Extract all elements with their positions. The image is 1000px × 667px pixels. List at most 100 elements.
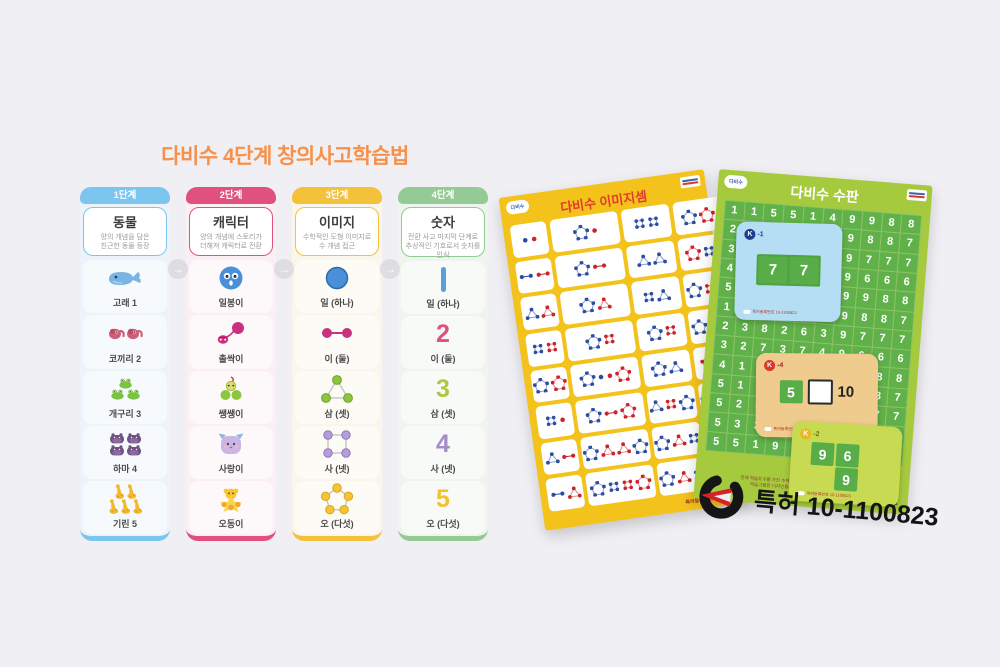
item-cell: 2 이 (둘) bbox=[401, 316, 485, 369]
item-cell: 일봉이 bbox=[189, 260, 273, 314]
stage-tab: 2단계 bbox=[186, 187, 276, 204]
patent-stamp-icon bbox=[699, 474, 744, 519]
figure-card bbox=[559, 283, 632, 326]
number-cell: 3 bbox=[713, 335, 734, 356]
concept-desc: 양의 개념에 스토리가 더해져 캐릭터로 전환 bbox=[200, 234, 262, 251]
num-icon: 2 bbox=[436, 319, 450, 348]
arrow-icon: → bbox=[274, 259, 294, 279]
number-cell: 7 bbox=[852, 327, 873, 347]
concept-desc: 양의 개념을 담은 친근한 동물 등장 bbox=[100, 234, 150, 251]
number-cell: 2 bbox=[715, 316, 736, 336]
item-label: 일 (하나) bbox=[426, 299, 460, 309]
item-cell: 삼 (셋) bbox=[295, 370, 379, 424]
concept-card: 동물 양의 개념을 담은 친근한 동물 등장 bbox=[83, 207, 167, 257]
shape2-icon bbox=[320, 315, 354, 351]
number-cell: 8 bbox=[901, 214, 922, 235]
item-label: 고래 1 bbox=[112, 298, 138, 309]
item-label: 일봉이 bbox=[218, 298, 244, 309]
number-cell: 9 bbox=[839, 248, 860, 269]
number-cell: 7 bbox=[899, 233, 920, 254]
figure-card bbox=[569, 355, 642, 398]
number-cell: 7 bbox=[872, 328, 893, 349]
item-cell: 오 (다섯) bbox=[295, 480, 379, 534]
number-cell: 9 bbox=[840, 229, 861, 249]
activity-card-k1: K -1 7 7 특허등록번호 10-1100823 bbox=[734, 221, 843, 323]
item-cell: 개구리 3 bbox=[83, 370, 167, 424]
number-cell: 3 bbox=[727, 413, 748, 434]
char4-icon bbox=[217, 426, 245, 462]
number-cell: 7 bbox=[892, 330, 913, 350]
item-cell: 사랑이 bbox=[189, 425, 273, 479]
item-label: 이 (둘) bbox=[430, 354, 456, 364]
number-cell: 8 bbox=[754, 319, 775, 340]
number-cell: 1 bbox=[744, 202, 765, 222]
level-badge-icon: K bbox=[764, 360, 776, 372]
number-cell: 8 bbox=[879, 232, 901, 253]
figure-card bbox=[564, 319, 637, 362]
item-cell: 일 (하나) bbox=[295, 260, 379, 314]
item-label: 삼 (셋) bbox=[430, 409, 456, 419]
concept-card: 캐릭터 양의 개념에 스토리가 더해져 캐릭터로 전환 bbox=[189, 207, 273, 257]
patent-mark: 특허 10-1100823 bbox=[691, 466, 941, 543]
number-cell: 6 bbox=[890, 349, 911, 370]
num-icon: 5 bbox=[436, 484, 450, 513]
item-cell: 사 (넷) bbox=[295, 425, 379, 479]
figure-card bbox=[579, 428, 652, 471]
char1-icon bbox=[217, 260, 245, 296]
shape5-icon bbox=[320, 481, 354, 517]
number-cell: 9 bbox=[833, 325, 854, 346]
figure-card bbox=[651, 421, 704, 461]
item-label: 오 (다섯) bbox=[426, 519, 460, 529]
number-cell: 8 bbox=[854, 307, 875, 328]
item-label: 사랑이 bbox=[218, 463, 244, 474]
stage-column-1: 1단계 동물 양의 개념을 담은 친근한 동물 등장 고래 1 코끼리 2 개구… bbox=[80, 187, 170, 541]
number-cell: 6 bbox=[857, 269, 878, 289]
number-cell: 8 bbox=[881, 213, 902, 233]
stage-column-3: 3단계 이미지 수학적인 도형 이미지로 수 개념 접근 일 (하나) 이 (둘… bbox=[292, 187, 382, 541]
patent-number: 특허 10-1100823 bbox=[752, 487, 940, 532]
mini-logo-icon bbox=[743, 309, 751, 314]
number-cell: 6 bbox=[896, 272, 917, 293]
item-label: 코끼리 2 bbox=[108, 353, 142, 364]
number-cell: 8 bbox=[889, 368, 910, 389]
item-label: 이 (둘) bbox=[324, 353, 350, 364]
number-cell: 8 bbox=[875, 290, 896, 310]
item-cell: 하마 4 bbox=[83, 425, 167, 479]
number-cell: 7 bbox=[885, 407, 907, 427]
item-label: 삼 (셋) bbox=[324, 408, 350, 419]
level-tag: -2 bbox=[813, 430, 820, 439]
figure-card bbox=[540, 438, 581, 476]
char2-icon bbox=[216, 315, 246, 351]
figure-card bbox=[554, 247, 627, 289]
diagram-title: 다비수 4단계 창의사고학습법 bbox=[161, 145, 409, 168]
item-cell: 고래 1 bbox=[83, 260, 167, 314]
number-cell: 6 bbox=[876, 270, 898, 291]
number-cell: 5 bbox=[707, 412, 728, 433]
char3-icon bbox=[217, 371, 245, 407]
figure-card bbox=[529, 365, 571, 404]
figure-card bbox=[635, 312, 688, 352]
item-cell: 촐싹이 bbox=[189, 315, 273, 369]
info-chip bbox=[906, 188, 928, 202]
mini-logo-icon bbox=[764, 427, 772, 432]
shape4-icon bbox=[321, 426, 353, 462]
stage-tab: 3단계 bbox=[292, 187, 382, 204]
number-cell: 8 bbox=[873, 309, 894, 330]
number-cell: 5 bbox=[706, 431, 727, 452]
number-cell: 5 bbox=[763, 203, 784, 224]
concept-card: 숫자 전환 사고 마지막 단계로 추상적인 기호로서 숫자를 인식 bbox=[401, 207, 485, 259]
number-cell: 5 bbox=[710, 373, 731, 394]
number-cell: 2 bbox=[774, 320, 795, 341]
item-cell: 기린 5 bbox=[83, 480, 167, 534]
figure-card bbox=[645, 384, 699, 424]
number-board-poster: 다비수 다비수 수판 11551499882266239887337732977… bbox=[693, 169, 933, 515]
arrow-icon: → bbox=[380, 259, 400, 279]
item-label: 사 (넷) bbox=[324, 463, 350, 474]
number-cell: 9 bbox=[861, 211, 882, 232]
number-cell: 8 bbox=[895, 291, 916, 312]
shape1-icon bbox=[322, 260, 352, 296]
number-cell: 7 bbox=[887, 387, 908, 408]
number-cell: 7 bbox=[878, 251, 899, 272]
figure-card bbox=[625, 239, 678, 279]
level-badge-icon: K bbox=[744, 228, 756, 240]
